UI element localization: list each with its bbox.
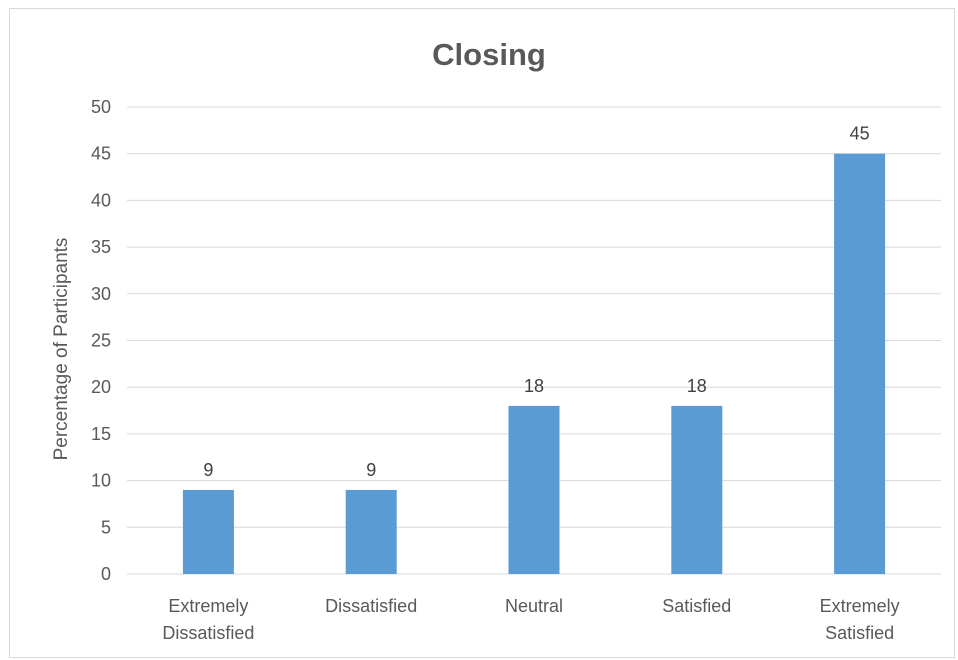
data-label: 9 <box>366 460 376 480</box>
bar <box>508 405 560 574</box>
x-tick-label-line: Neutral <box>505 596 563 616</box>
x-tick-label-line: Dissatisfied <box>325 596 417 616</box>
bar <box>182 489 234 574</box>
bars <box>182 153 886 574</box>
y-tick-label: 10 <box>91 471 111 491</box>
x-tick-label-line: Extremely <box>168 596 248 616</box>
y-axis-tick-labels: 0 5 10 15 20 25 30 35 40 45 50 <box>91 97 111 584</box>
x-tick-label-line: Extremely <box>820 596 900 616</box>
y-tick-label: 45 <box>91 144 111 164</box>
data-label: 18 <box>524 376 544 396</box>
y-tick-label: 25 <box>91 331 111 351</box>
y-tick-label: 50 <box>91 97 111 117</box>
chart-canvas: Closing 0 5 10 15 20 25 30 35 40 45 50 9 9 18 18 45 Ex… <box>51 37 941 643</box>
y-axis-title: Percentage of Participants <box>51 238 72 461</box>
data-label: 9 <box>203 460 213 480</box>
y-tick-label: 40 <box>91 190 111 210</box>
data-label: 45 <box>850 124 870 144</box>
x-axis-tick-labels: Extremely Dissatisfied Dissatisfied Neutral… <box>162 596 899 643</box>
bar <box>671 405 723 574</box>
y-tick-label: 5 <box>101 517 111 537</box>
y-tick-label: 15 <box>91 424 111 444</box>
data-labels: 9 9 18 18 45 <box>203 124 869 480</box>
y-tick-label: 35 <box>91 237 111 257</box>
y-tick-label: 0 <box>101 564 111 584</box>
x-tick-label: Neutral <box>505 596 563 616</box>
bar <box>345 489 397 574</box>
chart-frame: Closing 0 5 10 15 20 25 30 35 40 45 50 9 9 18 18 45 Ex… <box>9 8 955 658</box>
x-tick-label: Extremely Dissatisfied <box>162 596 254 643</box>
bar <box>834 153 886 574</box>
y-tick-label: 30 <box>91 284 111 304</box>
x-tick-label-line: Dissatisfied <box>162 623 254 643</box>
x-tick-label-line: Satisfied <box>825 623 894 643</box>
x-tick-label: Dissatisfied <box>325 596 417 616</box>
gridlines <box>127 106 941 575</box>
data-label: 18 <box>687 376 707 396</box>
x-tick-label-line: Satisfied <box>662 596 731 616</box>
chart-title: Closing <box>432 37 546 72</box>
x-tick-label: Extremely Satisfied <box>820 596 900 643</box>
x-tick-label: Satisfied <box>662 596 731 616</box>
y-tick-label: 20 <box>91 377 111 397</box>
